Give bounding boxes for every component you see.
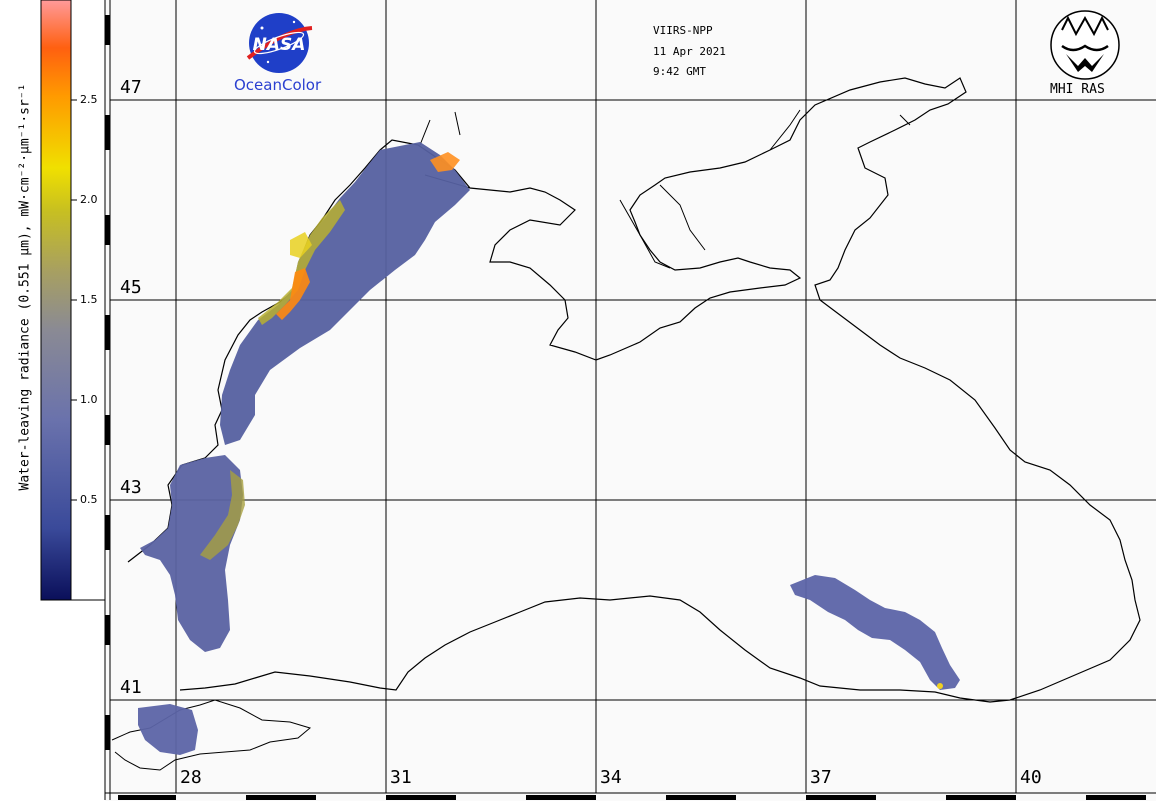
bottom-axis-scale <box>118 795 1146 800</box>
colorbar-title: Water-leaving radiance (0.551 µm), mW·cm… <box>17 83 33 491</box>
radiance-w-shelf-yellow <box>200 470 245 560</box>
colorbar-tick-1.0: 1.0 <box>80 393 98 406</box>
lat-label-45: 45 <box>120 277 142 298</box>
radiance-hotspot <box>276 268 310 320</box>
lat-label-41: 41 <box>120 677 142 698</box>
radiance-danube-yellow <box>290 232 312 258</box>
left-axis-scale <box>105 15 110 750</box>
radiance-marmara <box>138 704 198 755</box>
radiance-coastal-band <box>258 200 345 325</box>
mhi-logo <box>1050 10 1120 80</box>
satellite-name: VIIRS-NPP <box>653 24 713 37</box>
colorbar-ticks <box>71 99 77 501</box>
nasa-logo: NASA <box>246 13 313 73</box>
acquisition-date: 11 Apr 2021 <box>653 45 726 58</box>
svg-text:NASA: NASA <box>253 35 306 55</box>
radiance-w-shelf <box>140 455 243 652</box>
lon-label-28: 28 <box>180 767 202 788</box>
graticule <box>110 0 1156 793</box>
oceancolor-label: OceanColor <box>234 76 322 94</box>
radiance-nw-shelf <box>220 142 470 445</box>
colorbar-gradient <box>40 0 72 601</box>
colorbar-tick-2.5: 2.5 <box>80 93 98 106</box>
lat-label-47: 47 <box>120 77 142 98</box>
lon-label-40: 40 <box>1020 767 1042 788</box>
acquisition-time: 9:42 GMT <box>653 65 706 78</box>
lon-label-34: 34 <box>600 767 622 788</box>
lon-label-37: 37 <box>810 767 832 788</box>
radiance-dnieper <box>430 152 460 172</box>
mhi-ras-label: MHI RAS <box>1050 82 1105 97</box>
colorbar-tick-0.5: 0.5 <box>80 493 98 506</box>
colorbar-tick-2.0: 2.0 <box>80 193 98 206</box>
lon-label-31: 31 <box>390 767 412 788</box>
map-frame <box>105 0 1156 801</box>
radiance-se-dot <box>937 683 943 689</box>
radiance-se-patch <box>790 575 960 690</box>
colorbar-tick-1.5: 1.5 <box>80 293 98 306</box>
lat-label-43: 43 <box>120 477 142 498</box>
